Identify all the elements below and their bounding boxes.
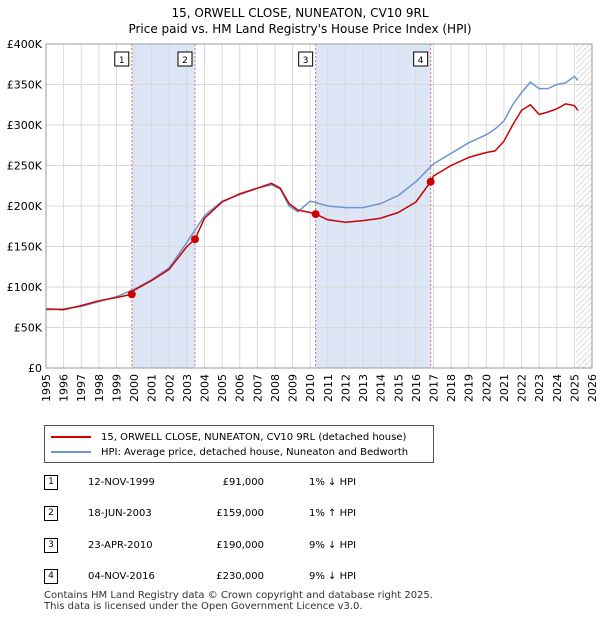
x-tick-label: 2021 bbox=[498, 374, 511, 402]
sale-price: £159,000 bbox=[216, 508, 264, 519]
x-tick-label: 2017 bbox=[427, 374, 440, 402]
sale-hpi-diff: 1% ↓ HPI bbox=[309, 477, 357, 488]
sale-point bbox=[426, 177, 435, 186]
chart-subtitle: Price paid vs. HM Land Registry's House … bbox=[128, 22, 472, 36]
x-tick-label: 2012 bbox=[339, 374, 352, 402]
footer-copyright: Contains HM Land Registry data © Crown c… bbox=[44, 590, 433, 601]
x-tick-label: 2011 bbox=[322, 374, 335, 402]
x-tick-label: 2000 bbox=[128, 374, 141, 402]
footer-note: Contains HM Land Registry data © Crown c… bbox=[44, 590, 584, 612]
x-tick-label: 1997 bbox=[75, 374, 88, 402]
x-tick-label: 2003 bbox=[181, 374, 194, 402]
y-tick-label: £200K bbox=[7, 200, 43, 213]
footer-licence: This data is licensed under the Open Gov… bbox=[44, 601, 363, 612]
x-tick-label: 2023 bbox=[533, 374, 546, 402]
x-tick-label: 2009 bbox=[287, 374, 300, 402]
x-tick-label: 2005 bbox=[216, 374, 229, 402]
sale-price: £230,000 bbox=[216, 571, 264, 582]
x-tick-label: 2002 bbox=[163, 374, 176, 402]
legend-item-price: 15, ORWELL CLOSE, NUNEATON, CV10 9RL (de… bbox=[51, 430, 406, 444]
chart-legend: 15, ORWELL CLOSE, NUNEATON, CV10 9RL (de… bbox=[44, 425, 434, 463]
sale-hpi-diff: 9% ↓ HPI bbox=[309, 571, 357, 582]
sale-row: 2 18-JUN-2003 £159,000 1% ↑ HPI bbox=[44, 503, 424, 523]
sale-label-box bbox=[413, 51, 429, 67]
y-tick-label: £50K bbox=[14, 322, 43, 335]
x-tick-label: 2006 bbox=[234, 374, 247, 402]
sale-marker: 1 bbox=[44, 475, 58, 490]
sale-marker: 2 bbox=[44, 506, 58, 521]
legend-swatch-hpi bbox=[51, 451, 91, 453]
y-tick-label: £300K bbox=[7, 119, 43, 132]
sale-marker: 3 bbox=[44, 538, 58, 553]
hpi-line bbox=[45, 75, 579, 311]
sale-label-number: 3 bbox=[303, 56, 309, 66]
x-tick-label: 2024 bbox=[551, 374, 564, 402]
x-tick-label: 2007 bbox=[251, 374, 264, 402]
y-tick-label: £150K bbox=[7, 241, 43, 254]
sale-marker: 4 bbox=[44, 569, 58, 584]
x-tick-label: 2013 bbox=[357, 374, 370, 402]
sale-point bbox=[127, 290, 136, 299]
x-tick-label: 2019 bbox=[463, 374, 476, 402]
y-tick-label: £400K bbox=[7, 38, 43, 51]
x-tick-label: 2004 bbox=[199, 374, 212, 402]
sale-label-box bbox=[177, 51, 193, 67]
sale-label-box bbox=[298, 51, 314, 67]
sale-row: 3 23-APR-2010 £190,000 9% ↓ HPI bbox=[44, 535, 424, 555]
y-tick-label: £350K bbox=[7, 79, 43, 92]
legend-item-hpi: HPI: Average price, detached house, Nune… bbox=[51, 445, 408, 459]
sale-label-number: 4 bbox=[418, 56, 424, 66]
legend-label-price: 15, ORWELL CLOSE, NUNEATON, CV10 9RL (de… bbox=[101, 431, 407, 443]
x-tick-label: 2015 bbox=[392, 374, 405, 402]
sale-hpi-diff: 1% ↑ HPI bbox=[309, 508, 357, 519]
forecast-hatch bbox=[576, 44, 592, 368]
y-tick-label: £250K bbox=[7, 160, 43, 173]
x-tick-label: 2014 bbox=[375, 374, 388, 402]
sale-label-number: 2 bbox=[182, 56, 188, 66]
y-tick-label: £100K bbox=[7, 281, 43, 294]
x-tick-label: 2001 bbox=[146, 374, 159, 402]
sale-point bbox=[311, 210, 320, 219]
price-paid-line bbox=[45, 103, 579, 311]
x-tick-label: 1999 bbox=[110, 374, 123, 402]
plot-border bbox=[45, 43, 593, 369]
sale-price: £91,000 bbox=[222, 477, 264, 488]
price-chart: 1 2 3 4 £0 £50K £100K £150K £200K £250K £300K £350… bbox=[7, 38, 599, 402]
x-tick-label: 2010 bbox=[304, 374, 317, 402]
sale-label-box bbox=[114, 51, 130, 67]
sale-hpi-diff: 9% ↓ HPI bbox=[309, 540, 357, 551]
x-tick-label: 2020 bbox=[480, 374, 493, 402]
legend-swatch-price bbox=[51, 436, 91, 438]
chart-title: 15, ORWELL CLOSE, NUNEATON, CV10 9RL bbox=[171, 6, 429, 20]
sale-price: £190,000 bbox=[216, 540, 264, 551]
legend-label-hpi: HPI: Average price, detached house, Nune… bbox=[101, 446, 409, 458]
x-tick-label: 2022 bbox=[516, 374, 529, 402]
x-tick-label: 1998 bbox=[93, 374, 106, 402]
x-tick-label: 2026 bbox=[586, 374, 599, 402]
sale-label-number: 1 bbox=[119, 56, 125, 66]
sale-date: 04-NOV-2016 bbox=[88, 571, 155, 582]
x-tick-label: 2025 bbox=[568, 374, 581, 402]
x-tick-label: 1995 bbox=[40, 374, 53, 402]
x-tick-label: 2018 bbox=[445, 374, 458, 402]
sale-date: 12-NOV-1999 bbox=[88, 477, 155, 488]
x-tick-label: 2008 bbox=[269, 374, 282, 402]
sale-date: 18-JUN-2003 bbox=[88, 508, 152, 519]
x-tick-label: 1996 bbox=[58, 374, 71, 402]
sale-row: 4 04-NOV-2016 £230,000 9% ↓ HPI bbox=[44, 566, 424, 586]
y-tick-label: £0 bbox=[28, 362, 42, 375]
sale-date: 23-APR-2010 bbox=[88, 540, 153, 551]
sale-point bbox=[191, 235, 200, 244]
sale-row: 1 12-NOV-1999 £91,000 1% ↓ HPI bbox=[44, 472, 424, 492]
x-tick-label: 2016 bbox=[410, 374, 423, 402]
